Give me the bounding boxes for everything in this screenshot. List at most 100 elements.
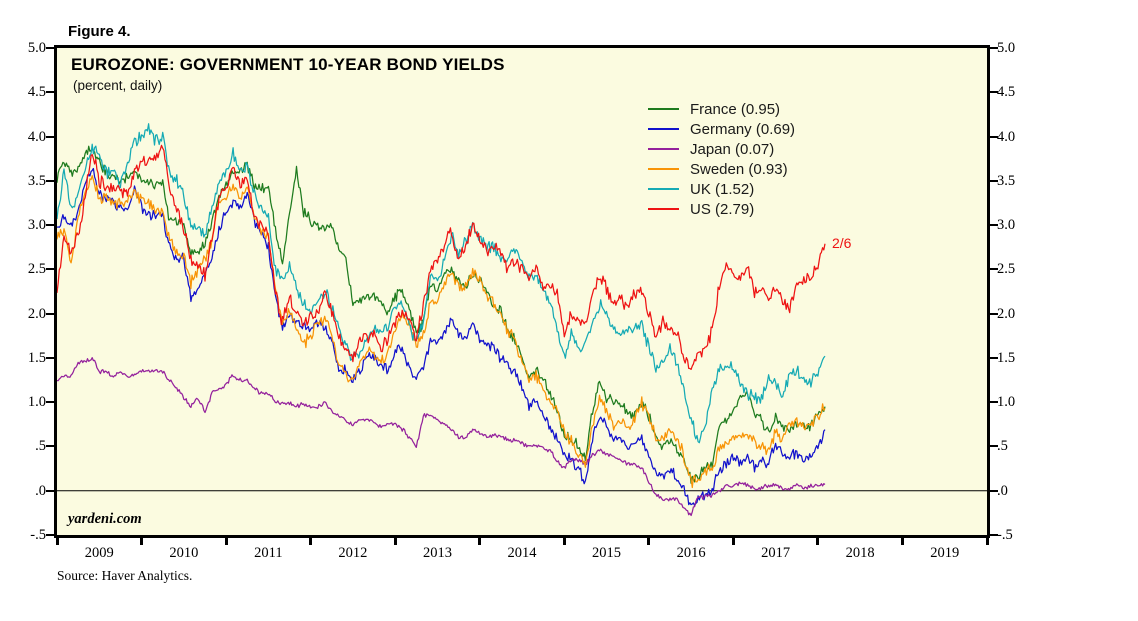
series-line-us — [57, 144, 826, 371]
series-line-france — [57, 145, 826, 484]
series-line-japan — [57, 357, 826, 517]
legend-swatch-france — [648, 107, 679, 111]
y-tick-left — [46, 401, 54, 404]
y-tick-right — [990, 312, 998, 315]
y-tick-left — [46, 445, 54, 448]
legend-swatch-uk — [648, 187, 679, 191]
y-tick-label-left: .5 — [35, 438, 46, 455]
legend-label: France (0.95) — [690, 100, 781, 118]
y-tick-right — [990, 401, 998, 404]
x-tick — [140, 537, 144, 545]
x-tick — [647, 537, 651, 545]
chart-frame: EUROZONE: GOVERNMENT 10-YEAR BOND YIELDS… — [54, 45, 990, 538]
plot-area — [57, 123, 987, 517]
y-tick-right — [990, 179, 998, 182]
x-tick-label: 2013 — [422, 545, 452, 561]
y-tick-right — [990, 534, 998, 536]
legend-label: UK (1.52) — [690, 180, 755, 198]
legend-swatch-japan — [648, 147, 679, 151]
source-note: Source: Haver Analytics. — [57, 568, 193, 583]
y-tick-label-left: 3.5 — [27, 172, 46, 189]
y-tick-label-right: 2.5 — [997, 261, 1016, 278]
y-tick-right — [990, 224, 998, 227]
x-tick-label: 2019 — [930, 545, 960, 561]
legend-swatch-sweden — [648, 167, 679, 171]
x-tick — [816, 537, 820, 545]
x-tick — [55, 537, 59, 545]
y-tick-label-right: 1.0 — [997, 394, 1016, 411]
y-tick-right — [990, 445, 998, 448]
legend-label: Sweden (0.93) — [690, 160, 788, 178]
x-tick-label: 2009 — [84, 545, 114, 561]
y-tick-right — [990, 135, 998, 138]
y-tick-label-right: 3.0 — [997, 217, 1016, 234]
x-tick-label: 2015 — [592, 545, 622, 561]
x-tick — [393, 537, 397, 545]
watermark: yardeni.com — [68, 511, 142, 527]
legend-item-france: France (0.95) — [648, 99, 795, 119]
legend-item-sweden: Sweden (0.93) — [648, 159, 795, 179]
legend-item-japan: Japan (0.07) — [648, 139, 795, 159]
y-tick-left — [46, 91, 54, 94]
legend: France (0.95) Germany (0.69) Japan (0.07) S… — [648, 99, 795, 219]
legend-label: Germany (0.69) — [690, 120, 796, 138]
chart-subtitle: (percent, daily) — [73, 78, 163, 93]
y-tick-label-right: .0 — [997, 482, 1008, 499]
legend-item-us: US (2.79) — [648, 199, 795, 219]
x-tick — [731, 537, 735, 545]
legend-label: US (2.79) — [690, 200, 755, 218]
y-tick-right — [990, 268, 998, 271]
x-tick — [478, 537, 482, 545]
y-tick-label-right: 4.5 — [997, 84, 1016, 101]
y-tick-left — [46, 268, 54, 271]
x-tick — [309, 537, 313, 545]
y-tick-label-right: -.5 — [997, 527, 1013, 543]
y-tick-label-right: 5.0 — [997, 40, 1016, 56]
x-tick-label: 2018 — [845, 545, 875, 561]
y-tick-right — [990, 489, 998, 492]
x-tick-label: 2014 — [507, 545, 537, 561]
legend-item-germany: Germany (0.69) — [648, 119, 795, 139]
legend-swatch-us — [648, 207, 679, 211]
y-tick-label-right: 1.5 — [997, 349, 1016, 366]
series-line-sweden — [57, 175, 826, 489]
y-tick-label-right: 2.0 — [997, 305, 1016, 322]
figure-label: Figure 4. — [68, 23, 131, 40]
chart-title: EUROZONE: GOVERNMENT 10-YEAR BOND YIELDS — [71, 55, 505, 74]
y-tick-label-left: 4.0 — [27, 128, 46, 145]
y-tick-label-left: 1.5 — [27, 349, 46, 366]
legend-swatch-germany — [648, 127, 679, 131]
y-tick-label-right: 3.5 — [997, 172, 1016, 189]
y-tick-left — [46, 312, 54, 315]
y-tick-label-left: .0 — [35, 482, 46, 499]
x-tick-label: 2012 — [338, 545, 368, 561]
y-tick-label-left: 2.5 — [27, 261, 46, 278]
y-tick-left — [46, 224, 54, 227]
x-tick — [900, 537, 904, 545]
y-tick-label-right: 4.0 — [997, 128, 1016, 145]
y-tick-label-left: -.5 — [30, 527, 46, 543]
y-tick-left — [46, 47, 54, 49]
y-tick-label-left: 4.5 — [27, 84, 46, 101]
x-tick — [224, 537, 228, 545]
x-tick-label: 2017 — [761, 545, 791, 561]
y-tick-left — [46, 534, 54, 536]
x-tick — [985, 537, 989, 545]
x-tick-label: 2016 — [676, 545, 706, 561]
legend-label: Japan (0.07) — [690, 140, 775, 158]
last-value-annotation: 2/6 — [831, 234, 852, 251]
y-tick-left — [46, 356, 54, 359]
x-tick — [562, 537, 566, 545]
y-tick-left — [46, 489, 54, 492]
y-tick-left — [46, 135, 54, 138]
y-tick-label-left: 3.0 — [27, 217, 46, 234]
series-line-uk — [57, 123, 826, 444]
x-tick-label: 2011 — [254, 545, 283, 561]
x-tick-label: 2010 — [169, 545, 199, 561]
y-tick-label-left: 2.0 — [27, 305, 46, 322]
legend-item-uk: UK (1.52) — [648, 179, 795, 199]
y-tick-right — [990, 356, 998, 359]
y-tick-label-right: .5 — [997, 438, 1008, 455]
y-tick-right — [990, 47, 998, 49]
